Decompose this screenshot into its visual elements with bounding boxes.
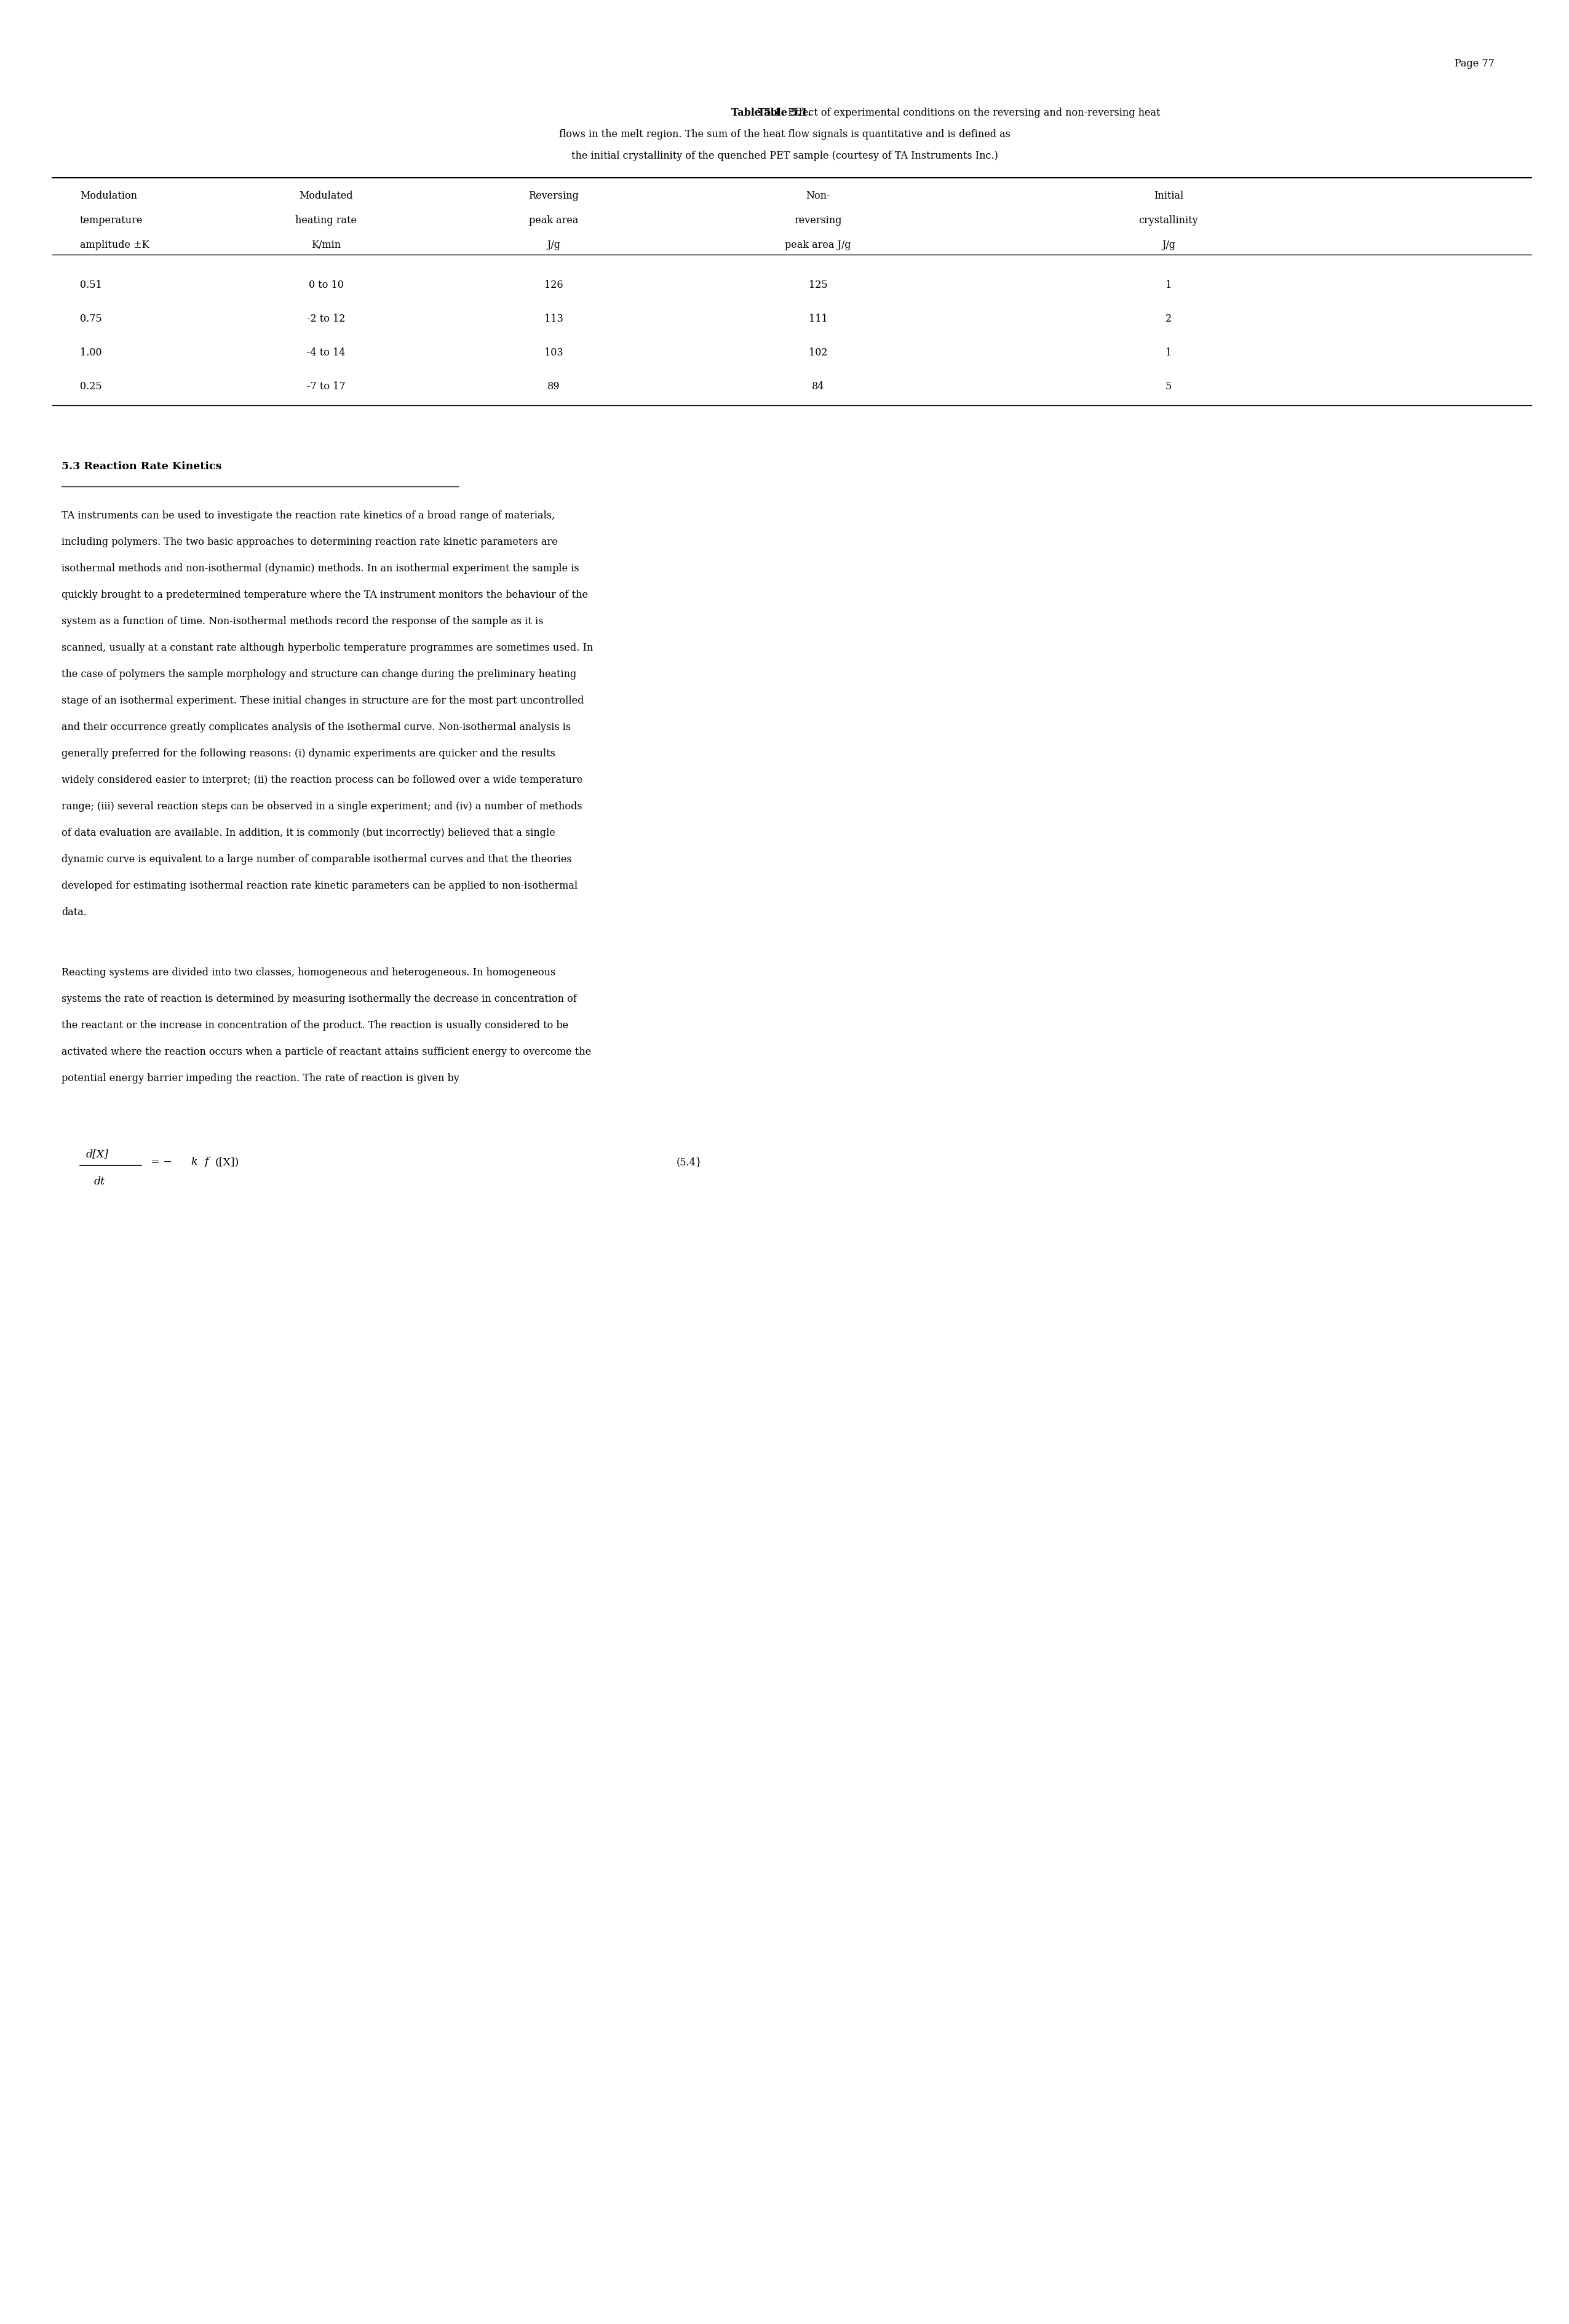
Text: -4 to 14: -4 to 14 — [308, 346, 345, 358]
Text: 2: 2 — [1166, 314, 1172, 323]
Text: of data evaluation are available. In addition, it is commonly (but incorrectly) : of data evaluation are available. In add… — [61, 827, 555, 839]
Text: systems the rate of reaction is determined by measuring isothermally the decreas: systems the rate of reaction is determin… — [61, 995, 577, 1004]
Text: flows in the melt region. The sum of the heat flow signals is quantitative and i: flows in the melt region. The sum of the… — [559, 130, 1010, 139]
Text: quickly brought to a predetermined temperature where the TA instrument monitors : quickly brought to a predetermined tempe… — [61, 590, 588, 600]
Text: = −: = − — [151, 1157, 173, 1167]
Text: -7 to 17: -7 to 17 — [306, 381, 345, 393]
Text: d[X]: d[X] — [86, 1148, 108, 1160]
Text: dt: dt — [94, 1176, 105, 1188]
Text: 0.51: 0.51 — [80, 279, 102, 290]
Text: dynamic curve is equivalent to a large number of comparable isothermal curves an: dynamic curve is equivalent to a large n… — [61, 853, 571, 865]
Text: k: k — [191, 1157, 198, 1167]
Text: 102: 102 — [808, 346, 827, 358]
Text: 5: 5 — [1166, 381, 1172, 393]
Text: 103: 103 — [544, 346, 563, 358]
Text: the case of polymers the sample morphology and structure can change during the p: the case of polymers the sample morpholo… — [61, 669, 576, 679]
Text: Reacting systems are divided into two classes, homogeneous and heterogeneous. In: Reacting systems are divided into two cl… — [61, 967, 555, 978]
Text: developed for estimating isothermal reaction rate kinetic parameters can be appl: developed for estimating isothermal reac… — [61, 881, 577, 890]
Text: and their occurrence greatly complicates analysis of the isothermal curve. Non-i: and their occurrence greatly complicates… — [61, 723, 571, 732]
Text: 113: 113 — [544, 314, 563, 323]
Text: peak area J/g: peak area J/g — [784, 239, 850, 251]
Text: the initial crystallinity of the quenched PET sample (courtesy of TA Instruments: the initial crystallinity of the quenche… — [571, 151, 998, 160]
Text: 0 to 10: 0 to 10 — [309, 279, 344, 290]
Text: scanned, usually at a constant rate although hyperbolic temperature programmes a: scanned, usually at a constant rate alth… — [61, 641, 593, 653]
Text: Page 77: Page 77 — [1454, 58, 1495, 70]
Text: system as a function of time. Non-isothermal methods record the response of the : system as a function of time. Non-isothe… — [61, 616, 543, 627]
Text: K/min: K/min — [311, 239, 340, 251]
Text: Effect of experimental conditions on the reversing and non-reversing heat: Effect of experimental conditions on the… — [784, 107, 1159, 119]
Text: temperature: temperature — [80, 216, 143, 225]
Text: stage of an isothermal experiment. These initial changes in structure are for th: stage of an isothermal experiment. These… — [61, 695, 584, 706]
Text: 84: 84 — [811, 381, 824, 393]
Text: 1: 1 — [1166, 346, 1172, 358]
Text: Table 5.1.: Table 5.1. — [758, 107, 811, 119]
Text: Non-: Non- — [806, 191, 830, 202]
Text: crystallinity: crystallinity — [1139, 216, 1199, 225]
Text: 111: 111 — [808, 314, 827, 323]
Text: generally preferred for the following reasons: (i) dynamic experiments are quick: generally preferred for the following re… — [61, 748, 555, 758]
Text: peak area: peak area — [529, 216, 579, 225]
Text: 1.00: 1.00 — [80, 346, 102, 358]
Text: including polymers. The two basic approaches to determining reaction rate kineti: including polymers. The two basic approa… — [61, 537, 557, 546]
Text: widely considered easier to interpret; (ii) the reaction process can be followed: widely considered easier to interpret; (… — [61, 774, 582, 786]
Text: 5.3 Reaction Rate Kinetics: 5.3 Reaction Rate Kinetics — [61, 460, 221, 472]
Text: 125: 125 — [808, 279, 827, 290]
Text: range; (iii) several reaction steps can be observed in a single experiment; and : range; (iii) several reaction steps can … — [61, 802, 582, 811]
Text: 0.75: 0.75 — [80, 314, 102, 323]
Text: reversing: reversing — [794, 216, 843, 225]
Text: J/g: J/g — [1161, 239, 1175, 251]
Text: Initial: Initial — [1153, 191, 1183, 202]
Text: Table 5.1.: Table 5.1. — [731, 107, 784, 119]
Text: Modulated: Modulated — [300, 191, 353, 202]
Text: ([X]): ([X]) — [215, 1157, 240, 1167]
Text: (5.4}: (5.4} — [676, 1157, 703, 1167]
Text: 89: 89 — [548, 381, 560, 393]
Text: data.: data. — [61, 906, 86, 918]
Text: TA instruments can be used to investigate the reaction rate kinetics of a broad : TA instruments can be used to investigat… — [61, 511, 555, 521]
Text: isothermal methods and non-isothermal (dynamic) methods. In an isothermal experi: isothermal methods and non-isothermal (d… — [61, 562, 579, 574]
Text: heating rate: heating rate — [295, 216, 356, 225]
Text: J/g: J/g — [546, 239, 560, 251]
Text: f: f — [204, 1157, 209, 1167]
Text: Reversing: Reversing — [529, 191, 579, 202]
Text: -2 to 12: -2 to 12 — [308, 314, 345, 323]
Text: potential energy barrier impeding the reaction. The rate of reaction is given by: potential energy barrier impeding the re… — [61, 1074, 460, 1083]
Text: activated where the reaction occurs when a particle of reactant attains sufficie: activated where the reaction occurs when… — [61, 1046, 592, 1057]
Text: the reactant or the increase in concentration of the product. The reaction is us: the reactant or the increase in concentr… — [61, 1020, 568, 1030]
Text: 0.25: 0.25 — [80, 381, 102, 393]
Text: Modulation: Modulation — [80, 191, 137, 202]
Text: 1: 1 — [1166, 279, 1172, 290]
Text: amplitude ±K: amplitude ±K — [80, 239, 149, 251]
Text: 126: 126 — [544, 279, 563, 290]
